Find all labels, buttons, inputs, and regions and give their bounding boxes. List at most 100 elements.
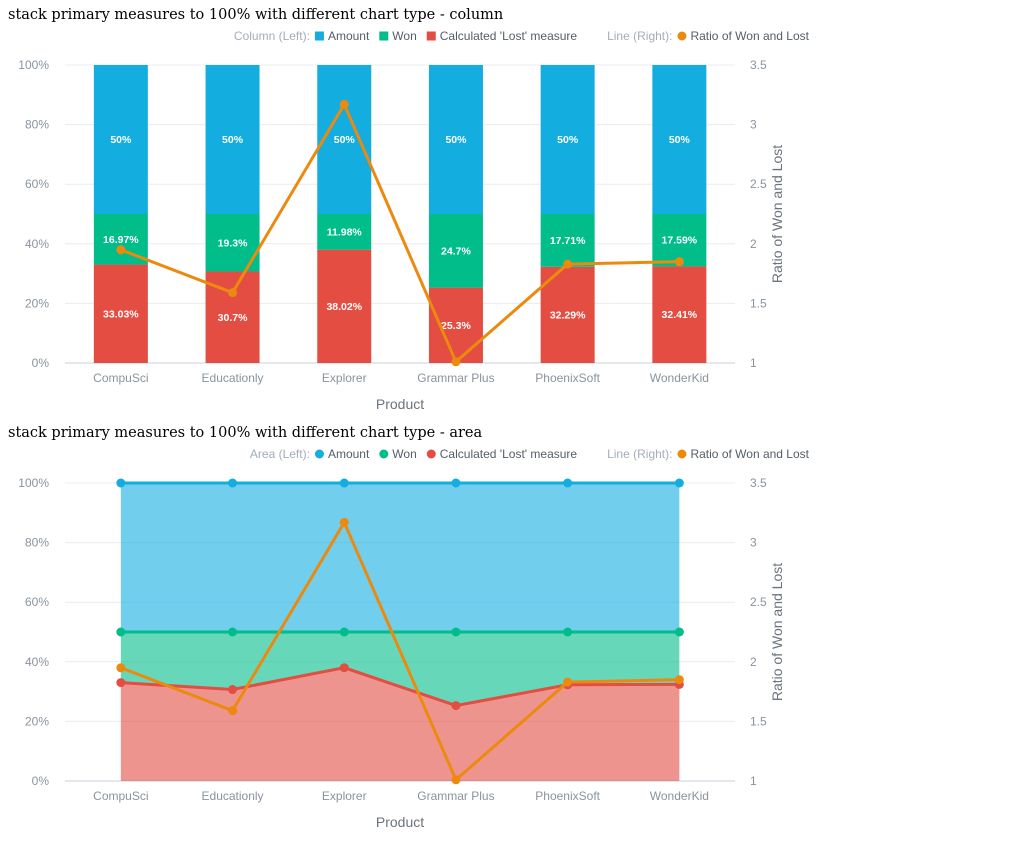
y2-tick-label: 2.5 (750, 595, 767, 609)
ratio-point (339, 517, 349, 527)
area-point (228, 478, 238, 488)
legend-item-label: Won (392, 29, 416, 43)
area-chart-panel: stack primary measures to 100% with diff… (0, 418, 1024, 836)
legend-item-label: Amount (328, 29, 370, 43)
legend-item-label: Ratio of Won and Lost (690, 447, 809, 461)
y-tick-label: 40% (25, 237, 49, 251)
legend-group-label: Column (Left): (234, 29, 310, 43)
ratio-line (120, 102, 680, 364)
ratio-point (451, 357, 461, 367)
x-tick-label: Educationly (202, 789, 264, 803)
x-tick-label: WonderKid (650, 789, 709, 803)
bar (428, 287, 483, 363)
data-label: 38.02% (326, 301, 362, 313)
x-tick-label: CompuSci (93, 789, 148, 803)
column-chart: Column (Left): Amount Won Calculated 'Lost'… (18, 29, 810, 412)
area-point (563, 627, 573, 637)
legend: Column (Left): Amount Won Calculated 'Lost'… (234, 29, 810, 43)
legend-swatch (379, 31, 389, 41)
legend: Area (Left): Amount Won Calculated 'Lost' m… (250, 447, 810, 461)
bar-series: 16.97% 19.3% 11.98% 24.7% 17.71% 17.59% (93, 214, 707, 288)
area-point (116, 678, 126, 688)
legend-item-label: Ratio of Won and Lost (690, 29, 809, 43)
bar (540, 65, 595, 214)
data-label: 11.98% (327, 226, 363, 238)
area-point (674, 478, 684, 488)
ratio-point (228, 288, 238, 298)
legend-group-label: Line (Right): (607, 447, 672, 461)
y-tick-label: 0% (32, 356, 50, 370)
y-tick-label: 60% (25, 595, 49, 609)
y2-tick-label: 3.5 (750, 476, 767, 490)
data-label: 50% (557, 134, 579, 146)
area-point (339, 478, 349, 488)
data-label: 30.7% (218, 312, 248, 324)
x-tick-label: Explorer (322, 371, 367, 385)
bar (205, 65, 260, 214)
y2-tick-label: 2 (750, 237, 757, 251)
bar (93, 264, 148, 363)
data-label: 16.97% (103, 234, 139, 246)
ratio-point (228, 706, 238, 716)
legend-swatch (677, 449, 687, 459)
bar (93, 65, 148, 214)
y-tick-label: 0% (32, 774, 50, 788)
y-tick-label: 20% (25, 296, 49, 310)
y2-tick-label: 3 (750, 536, 757, 550)
data-label: 50% (445, 134, 467, 146)
area-fill (120, 632, 680, 706)
y2-tick-label: 1 (750, 774, 757, 788)
legend-group-label: Line (Right): (607, 29, 672, 43)
y2-axis-title: Ratio of Won and Lost (769, 145, 785, 283)
data-label: 19.3% (218, 237, 248, 249)
y2-tick-label: 1.5 (750, 714, 767, 728)
y2-tick-label: 2 (750, 655, 757, 669)
bar (428, 65, 483, 214)
x-tick-label: Grammar Plus (417, 371, 494, 385)
bar (317, 249, 372, 363)
data-label: 50% (222, 134, 244, 146)
legend-item-label: Amount (328, 447, 370, 461)
y-tick-label: 40% (25, 655, 49, 669)
data-label: 50% (110, 134, 132, 146)
column-chart-panel: stack primary measures to 100% with diff… (0, 0, 1024, 418)
y2-tick-label: 3.5 (750, 58, 767, 72)
area-point (116, 627, 126, 637)
chart-title: stack primary measures to 100% with diff… (8, 7, 504, 23)
area-point (339, 663, 349, 673)
area-fill (120, 483, 680, 632)
area-line (120, 666, 680, 708)
gridlines (65, 64, 735, 364)
x-tick-label: Grammar Plus (417, 789, 494, 803)
bar (540, 266, 595, 363)
y2-tick-label: 1 (750, 356, 757, 370)
y-tick-label: 100% (18, 476, 49, 490)
data-label: 32.29% (550, 309, 586, 321)
bar (317, 214, 372, 250)
x-tick-label: PhoenixSoft (535, 371, 600, 385)
x-axis-title: Product (376, 814, 424, 830)
area-point (116, 478, 126, 488)
y2-tick-label: 1.5 (750, 296, 767, 310)
ratio-point (674, 257, 684, 267)
bar (652, 266, 707, 363)
area-point (563, 478, 573, 488)
y-tick-label: 80% (25, 118, 49, 132)
data-label: 50% (334, 134, 356, 146)
legend-group-label: Area (Left): (250, 447, 310, 461)
legend-swatch (314, 31, 324, 41)
ratio-point (116, 663, 126, 673)
ratio-line (120, 520, 680, 782)
bar (317, 65, 372, 214)
bar (652, 65, 707, 214)
chart-title: stack primary measures to 100% with diff… (8, 425, 483, 441)
area-point (339, 627, 349, 637)
area-point (451, 478, 461, 488)
legend-item-label: Won (392, 447, 416, 461)
ratio-point (339, 99, 349, 109)
bar-series: 33.03% 30.7% 38.02% 25.3% 32.29% 32.41% (93, 249, 707, 363)
area-point (228, 685, 238, 695)
y-tick-label: 60% (25, 177, 49, 191)
y2-tick-label: 3 (750, 118, 757, 132)
ratio-point (563, 677, 573, 687)
